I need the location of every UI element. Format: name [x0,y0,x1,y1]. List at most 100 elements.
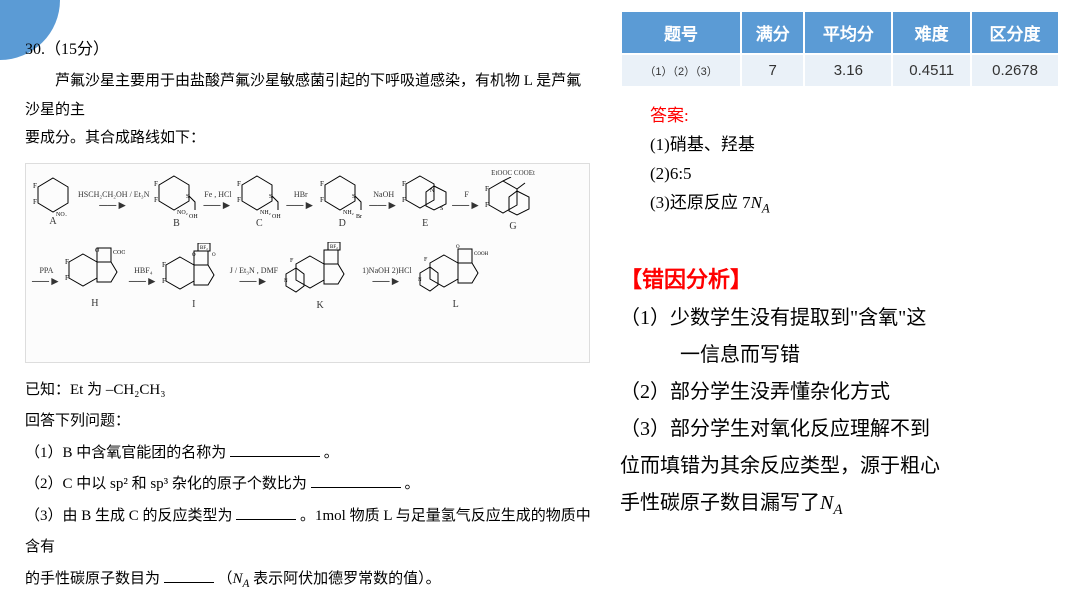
q3d-text: （NA 表示阿伏加德罗常数的值）。 [218,571,441,587]
svg-text:F: F [33,198,37,206]
svg-text:Br: Br [356,214,362,218]
svg-text:F: F [65,258,69,266]
svg-text:F: F [154,196,158,204]
td-3: 3.16 [804,54,892,87]
svg-text:NO₂: NO₂ [177,210,188,216]
svg-text:F: F [290,258,294,264]
molecule-k: BF₂NF K [282,242,358,311]
question-panel: 30.（15分） 芦氟沙星主要用于由盐酸芦氟沙星敏感菌引起的下呼吸道感染，有机物… [25,35,595,596]
answers-block: 答案: (1)硝基、羟基 (2)6:5 (3)还原反应 7NA [650,102,1060,220]
td-5: 0.2678 [971,54,1059,87]
analysis-p1a: （1）少数学生没有提取到"含氧"这 [620,300,1060,337]
svg-text:O: O [212,253,216,258]
label-i: I [192,299,195,310]
q3-blank-1 [236,505,296,520]
svg-text:F: F [65,274,69,282]
label-d: D [339,218,346,229]
th-4: 难度 [892,11,971,54]
svg-text:O: O [192,253,196,258]
arrow-5: F──► [452,191,481,211]
svg-text:F: F [320,180,324,188]
svg-text:S: S [186,194,189,200]
q2: （2）C 中以 sp² 和 sp³ 杂化的原子个数比为 。 [25,469,595,501]
q1-blank [230,442,320,457]
arrow-9: 1)NaOH 2)HCl──► [362,267,412,287]
svg-text:NO₂: NO₂ [56,212,67,216]
svg-text:F: F [162,261,166,269]
stats-table: 题号 满分 平均分 难度 区分度 （1）（2）（3） 7 3.16 0.4511… [620,10,1060,88]
analysis-p3b: 位而填错为其余反应类型，源于粗心 [620,448,1060,485]
td-4: 0.4511 [892,54,971,87]
th-5: 区分度 [971,11,1059,54]
th-1: 题号 [621,11,741,54]
th-3: 平均分 [804,11,892,54]
q3-cont: 的手性碳原子数目为 （NA 表示阿伏加德罗常数的值）。 [25,564,595,597]
svg-text:F: F [485,185,489,193]
q3a-text: （3）由 B 生成 C 的反应类型为 [25,508,233,524]
right-panel: 题号 满分 平均分 难度 区分度 （1）（2）（3） 7 3.16 0.4511… [620,10,1060,525]
svg-text:F: F [237,180,241,188]
label-k: K [317,300,324,311]
q1: （1）B 中含氧官能团的名称为 。 [25,438,595,470]
arrow-4: NaOH──► [369,191,398,211]
arrow-7: HBF₄──► [129,267,158,287]
molecule-h: FFOCOOEt H [65,244,125,309]
q1-end: 。 [324,445,339,461]
synthesis-scheme: FFNO₂ A HSCH₂CH₂OH / Et₃N──► FFNO₂SOH B … [25,163,590,363]
q2-text: （2）C 中以 sp² 和 sp³ 杂化的原子个数比为 [25,476,307,492]
svg-text:OH: OH [189,214,198,218]
molecule-i: FF BF₂ O O I [162,243,226,310]
svg-text:S: S [352,194,355,200]
svg-text:OH: OH [272,214,281,218]
svg-text:COOH: COOH [474,252,489,257]
svg-text:O: O [95,248,100,254]
analysis-p3a: （3）部分学生对氧化反应理解不到 [620,411,1060,448]
molecule-g: EtOOC COOEt FF G [485,170,541,233]
label-g: G [509,221,516,232]
analysis-title: 【错因分析】 [620,260,1060,301]
g-tag: EtOOC COOEt [491,170,535,178]
svg-text:F: F [237,196,241,204]
analysis-p1b: 一信息而写错 [620,337,1060,374]
answer-3-text: (3)还原反应 7 [650,193,751,212]
q2-end: 。 [404,476,419,492]
stats-header-row: 题号 满分 平均分 难度 区分度 [621,11,1059,54]
stats-data-row: （1）（2）（3） 7 3.16 0.4511 0.2678 [621,54,1059,87]
svg-text:F: F [33,182,37,190]
answer-1: (1)硝基、羟基 [650,131,1060,160]
label-c: C [256,218,263,229]
svg-text:S: S [269,194,272,200]
answer-3: (3)还原反应 7NA [650,189,1060,220]
svg-text:F: F [154,180,158,188]
q3c-text: 的手性碳原子数目为 [25,571,160,587]
arrow-1: HSCH₂CH₂OH / Et₃N──► [78,191,149,211]
svg-text:F: F [162,277,166,285]
label-a: A [49,216,56,227]
label-b: B [173,218,180,229]
question-intro-1: 芦氟沙星主要用于由盐酸芦氟沙星敏感菌引起的下呼吸道感染，有机物 L 是芦氟沙星的… [25,67,595,124]
molecule-c: FFNH₂SOH C [236,172,282,229]
q3: （3）由 B 生成 C 的反应类型为 。1mol 物质 L 与足量氢气反应生成的… [25,501,595,564]
analysis-p2: （2）部分学生没弄懂杂化方式 [620,374,1060,411]
arrow-2: Fe , HCl──► [203,191,232,211]
svg-text:NH₂: NH₂ [343,210,354,216]
q2-blank [311,473,401,488]
label-h: H [91,298,98,309]
molecule-a: FF NO₂ A [32,174,74,227]
known-line: 已知：Et 为 –CH₂CH₃ [25,375,595,407]
svg-text:O: O [456,245,460,250]
svg-text:BF₂: BF₂ [200,246,208,251]
svg-text:F: F [402,180,406,188]
svg-text:S: S [440,206,443,212]
question-intro-2: 要成分。其合成路线如下： [25,124,595,153]
arrow-6: PPA──► [32,267,61,287]
label-l: L [453,299,459,310]
molecule-l: OCOOHNF L [416,243,496,310]
svg-text:N: N [430,188,435,194]
svg-text:F: F [424,257,428,263]
svg-text:F: F [485,201,489,209]
svg-text:F: F [320,196,324,204]
answers-title: 答案: [650,102,1060,131]
molecule-b: FF NO₂ S OH B [153,172,199,229]
questions-block: 已知：Et 为 –CH₂CH₃ 回答下列问题： （1）B 中含氧官能团的名称为 … [25,375,595,597]
